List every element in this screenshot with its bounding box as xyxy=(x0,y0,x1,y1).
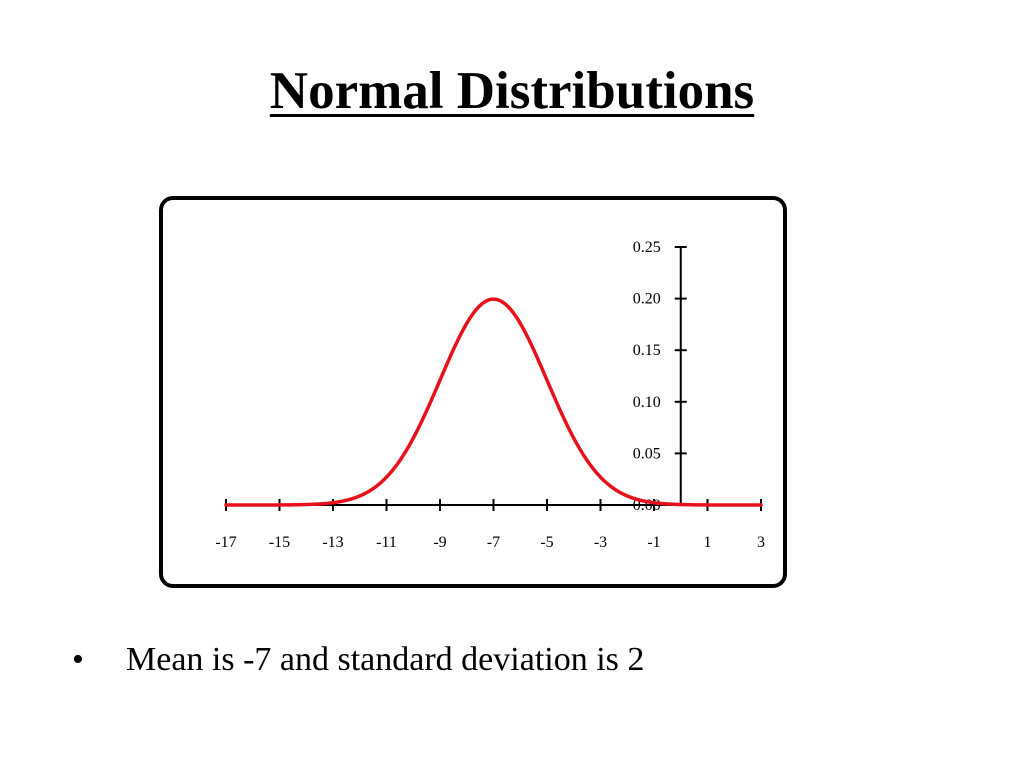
y-tick-label: 0.20 xyxy=(633,291,661,308)
x-tick-label: 3 xyxy=(757,534,765,551)
y-tick-label: 0.05 xyxy=(633,445,661,462)
x-tick-label: -5 xyxy=(540,534,553,551)
x-tick-label: -9 xyxy=(433,534,446,551)
x-tick-label: 1 xyxy=(704,534,712,551)
bullet-mark: • xyxy=(72,641,84,678)
slide-title: Normal Distributions xyxy=(269,62,755,120)
y-tick-label: 0.25 xyxy=(633,239,661,256)
x-tick-label: -1 xyxy=(647,534,660,551)
bullet-item: • Mean is -7 and standard deviation is 2 xyxy=(72,640,644,681)
bullet-text: Mean is -7 and standard deviation is 2 xyxy=(126,641,645,678)
x-tick-label: -15 xyxy=(269,534,290,551)
series-line-normal-curve xyxy=(224,297,763,507)
chart-frame: -17 -15 -13 -11 -9 -7 -5 -3 -1 1 3 0.00 0.05 0.10 0.15… xyxy=(159,196,787,588)
x-tick-label: -11 xyxy=(376,534,397,551)
x-tick-label: -7 xyxy=(487,534,500,551)
normal-distribution-chart: -17 -15 -13 -11 -9 -7 -5 -3 -1 1 30.000.050.100.15… xyxy=(215,239,765,551)
y-tick-label: 0.15 xyxy=(633,342,661,359)
x-tick-label: -3 xyxy=(594,534,607,551)
x-tick-label: -17 xyxy=(215,534,236,551)
y-tick-label: 0.10 xyxy=(633,394,661,411)
x-tick-label: -13 xyxy=(322,534,343,551)
